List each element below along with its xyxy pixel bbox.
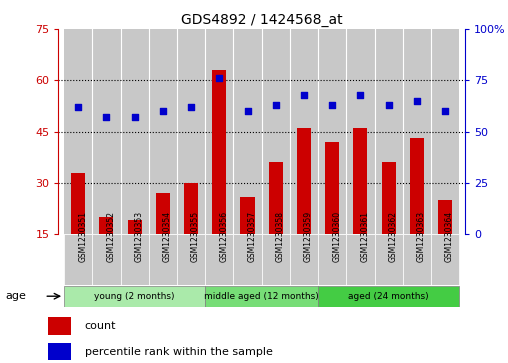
Bar — [205, 286, 318, 307]
Point — [441, 108, 449, 114]
Bar — [205, 234, 233, 285]
Point — [356, 92, 364, 98]
Bar — [100, 217, 113, 234]
Point — [385, 102, 393, 108]
Bar — [240, 196, 255, 234]
Bar — [71, 173, 85, 234]
Bar — [410, 138, 424, 234]
Bar — [403, 29, 431, 234]
Bar — [269, 162, 283, 234]
Bar — [374, 29, 403, 234]
Bar — [149, 29, 177, 234]
Point — [328, 102, 336, 108]
Point — [243, 108, 251, 114]
Point — [272, 102, 280, 108]
Bar — [156, 193, 170, 234]
Bar — [382, 162, 396, 234]
Text: GSM1230351: GSM1230351 — [78, 211, 87, 262]
Text: count: count — [85, 321, 116, 331]
Bar — [92, 29, 120, 234]
Point — [159, 108, 167, 114]
Text: age: age — [5, 291, 26, 301]
Text: GSM1230357: GSM1230357 — [247, 211, 257, 262]
Point — [413, 98, 421, 104]
Bar — [48, 317, 71, 335]
Bar — [354, 128, 367, 234]
Title: GDS4892 / 1424568_at: GDS4892 / 1424568_at — [181, 13, 342, 26]
Bar — [149, 234, 177, 285]
Bar — [290, 29, 318, 234]
Bar — [346, 234, 374, 285]
Bar — [184, 183, 198, 234]
Bar — [92, 234, 120, 285]
Bar — [297, 128, 311, 234]
Bar — [346, 29, 374, 234]
Bar — [318, 286, 459, 307]
Point — [300, 92, 308, 98]
Bar — [64, 286, 205, 307]
Bar — [262, 29, 290, 234]
Text: GSM1230352: GSM1230352 — [106, 211, 115, 262]
Bar — [64, 234, 92, 285]
Bar — [438, 200, 452, 234]
Point — [215, 76, 224, 81]
Bar — [233, 234, 262, 285]
Bar — [431, 234, 459, 285]
Text: GSM1230355: GSM1230355 — [191, 211, 200, 262]
Text: GSM1230356: GSM1230356 — [219, 211, 228, 262]
Point — [131, 114, 139, 120]
Bar — [120, 234, 149, 285]
Bar — [177, 29, 205, 234]
Text: GSM1230360: GSM1230360 — [332, 211, 341, 262]
Text: percentile rank within the sample: percentile rank within the sample — [85, 347, 273, 357]
Point — [187, 104, 195, 110]
Bar — [325, 142, 339, 234]
Bar — [212, 70, 227, 234]
Bar — [374, 234, 403, 285]
Bar — [205, 29, 233, 234]
Bar — [128, 220, 142, 234]
Text: GSM1230354: GSM1230354 — [163, 211, 172, 262]
Bar — [431, 29, 459, 234]
Bar — [120, 29, 149, 234]
Text: GSM1230362: GSM1230362 — [389, 211, 398, 262]
Bar — [233, 29, 262, 234]
Point — [102, 114, 110, 120]
Bar — [318, 29, 346, 234]
Point — [74, 104, 82, 110]
Text: middle aged (12 months): middle aged (12 months) — [204, 292, 319, 301]
Bar — [177, 234, 205, 285]
Text: young (2 months): young (2 months) — [94, 292, 175, 301]
Text: GSM1230363: GSM1230363 — [417, 211, 426, 262]
Text: GSM1230364: GSM1230364 — [445, 211, 454, 262]
Bar — [290, 234, 318, 285]
Bar — [64, 29, 92, 234]
Text: GSM1230361: GSM1230361 — [360, 211, 369, 262]
Bar — [318, 234, 346, 285]
Text: GSM1230358: GSM1230358 — [276, 211, 284, 262]
Bar — [262, 234, 290, 285]
Bar — [403, 234, 431, 285]
Text: GSM1230359: GSM1230359 — [304, 211, 313, 262]
Text: GSM1230353: GSM1230353 — [135, 211, 144, 262]
Bar — [48, 343, 71, 360]
Text: aged (24 months): aged (24 months) — [348, 292, 429, 301]
